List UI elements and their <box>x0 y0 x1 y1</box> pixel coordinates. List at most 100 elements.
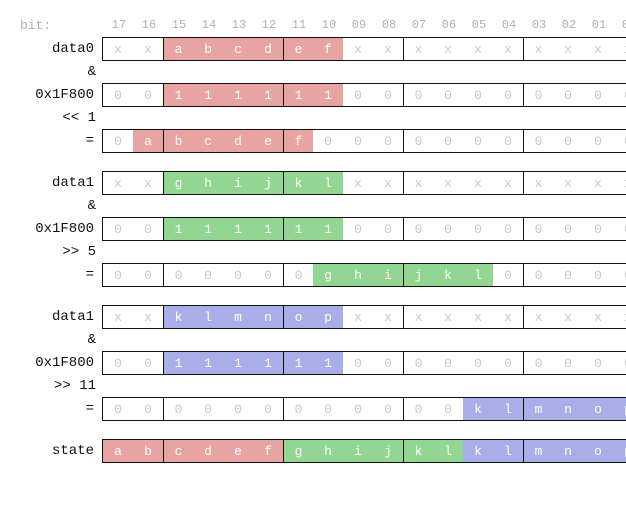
bit-number: 16 <box>134 18 164 33</box>
bit-groups: data0xxabcdefxxxxxxxxxx&0x1F800001111110… <box>18 37 626 463</box>
bit-number: 13 <box>224 18 254 33</box>
bit-cell: 0 <box>223 398 253 420</box>
bit-cell: n <box>253 306 283 328</box>
bit-cell: l <box>313 172 343 194</box>
bit-cell: x <box>103 172 133 194</box>
bit-cell: 0 <box>433 84 463 106</box>
bit-cell: 0 <box>613 218 626 240</box>
row-label: 0x1F800 <box>18 83 102 107</box>
bit-strip: xxklmnopxxxxxxxxxx <box>102 305 626 329</box>
bit-cell: 0 <box>253 398 283 420</box>
bit-cell: 1 <box>193 218 223 240</box>
bit-cell: x <box>103 306 133 328</box>
bit-number: 07 <box>404 18 434 33</box>
bit-cell: x <box>583 38 613 60</box>
bit-number: 00 <box>614 18 626 33</box>
bit-cell: 0 <box>403 130 433 152</box>
bit-cell: 0 <box>463 84 493 106</box>
bit-cell: x <box>523 38 553 60</box>
bit-cell: 0 <box>433 398 463 420</box>
bit-cell: l <box>433 440 463 462</box>
bit-row: << 1 <box>18 109 626 127</box>
bit-cell: o <box>583 440 613 462</box>
bit-number: 08 <box>374 18 404 33</box>
bit-cell: x <box>433 38 463 60</box>
bit-cell: 1 <box>163 84 193 106</box>
row-label: data0 <box>18 37 102 61</box>
bit-number: 05 <box>464 18 494 33</box>
bit-cell: 1 <box>253 84 283 106</box>
bit-cell: 1 <box>223 84 253 106</box>
row-label: & <box>18 63 104 81</box>
bit-cell: 0 <box>433 218 463 240</box>
bit-cell: x <box>523 306 553 328</box>
bit-cell: 0 <box>103 218 133 240</box>
bit-cell: x <box>373 172 403 194</box>
bit-cell: l <box>193 306 223 328</box>
bit-cell: x <box>343 172 373 194</box>
bit-cell: m <box>523 398 553 420</box>
bit-cell: 0 <box>223 264 253 286</box>
bit-number: 06 <box>434 18 464 33</box>
bit-cell: x <box>343 306 373 328</box>
bit-number: 17 <box>104 18 134 33</box>
bit-number: 11 <box>284 18 314 33</box>
bit-cell: n <box>553 398 583 420</box>
bit-cell: 0 <box>433 352 463 374</box>
bit-cell: 0 <box>103 398 133 420</box>
bit-strip: xxghijklxxxxxxxxxx <box>102 171 626 195</box>
bit-cell: 0 <box>493 84 523 106</box>
bit-cell: b <box>193 38 223 60</box>
bit-cell: e <box>253 130 283 152</box>
bit-cell: 0 <box>553 218 583 240</box>
bit-cell: l <box>463 264 493 286</box>
bit-cell: 1 <box>283 84 313 106</box>
bit-cell: 0 <box>343 352 373 374</box>
bit-cell: b <box>163 130 193 152</box>
bit-cell: 0 <box>523 352 553 374</box>
bit-cell: d <box>223 130 253 152</box>
row-label: 0x1F800 <box>18 351 102 375</box>
bit-cell: 1 <box>283 218 313 240</box>
bit-diagram: bit: 17161514131211100908070605040302010… <box>18 18 626 463</box>
bit-cell: x <box>493 306 523 328</box>
bit-cell: 0 <box>433 130 463 152</box>
bit-cell: 1 <box>163 218 193 240</box>
bit-cell: 0 <box>373 398 403 420</box>
bit-cell: f <box>253 440 283 462</box>
bit-cell: 0 <box>583 218 613 240</box>
bit-cell: 0 <box>403 398 433 420</box>
bit-number: 09 <box>344 18 374 33</box>
bit-cell: 0 <box>373 130 403 152</box>
bit-cell: 0 <box>253 264 283 286</box>
bit-cell: b <box>133 440 163 462</box>
bit-cell: x <box>583 306 613 328</box>
bit-cell: 0 <box>163 398 193 420</box>
bit-cell: 0 <box>553 352 583 374</box>
bit-cell: 0 <box>133 352 163 374</box>
bit-strip: 001111110000000000 <box>102 351 626 375</box>
bit-cell: 1 <box>313 84 343 106</box>
bit-cell: 0 <box>343 218 373 240</box>
row-label: = <box>18 263 102 287</box>
bit-row: & <box>18 197 626 215</box>
bit-cell: x <box>523 172 553 194</box>
bit-cell: x <box>613 38 626 60</box>
bit-cell: 1 <box>163 352 193 374</box>
bit-cell: 0 <box>613 130 626 152</box>
bit-cell: 0 <box>343 84 373 106</box>
bit-row: data1xxghijklxxxxxxxxxx <box>18 171 626 195</box>
bit-cell: c <box>163 440 193 462</box>
bit-cell: o <box>583 398 613 420</box>
bit-cell: 0 <box>553 264 583 286</box>
bit-row: & <box>18 63 626 81</box>
row-label: & <box>18 197 104 215</box>
bit-group: data0xxabcdefxxxxxxxxxx&0x1F800001111110… <box>18 37 626 153</box>
row-label: >> 11 <box>18 377 104 395</box>
bit-cell: 0 <box>523 84 553 106</box>
bit-cell: g <box>163 172 193 194</box>
bit-cell: 0 <box>103 84 133 106</box>
bit-cell: x <box>463 306 493 328</box>
bit-cell: 0 <box>463 352 493 374</box>
bit-cell: m <box>223 306 253 328</box>
